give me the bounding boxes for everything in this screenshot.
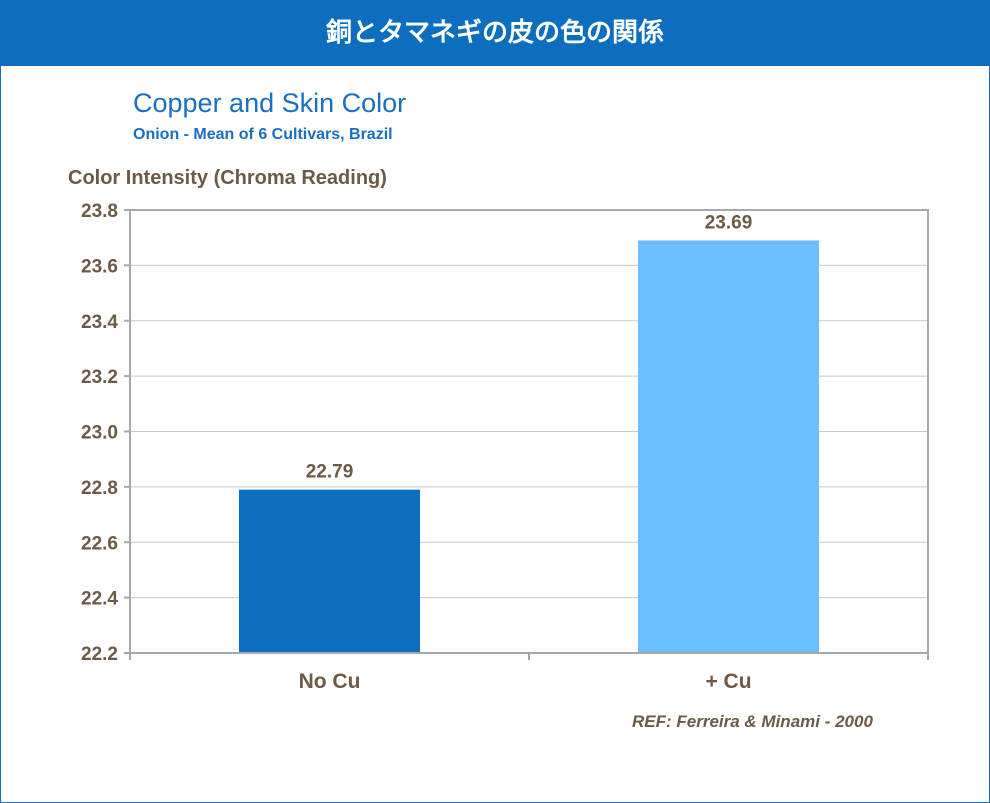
chart-subtitle: Onion - Mean of 6 Cultivars, Brazil bbox=[133, 126, 393, 143]
banner-title: 銅とタマネギの皮の色の関係 bbox=[0, 0, 990, 66]
chart-title: Copper and Skin Color bbox=[133, 88, 407, 118]
y-axis-label: Color Intensity (Chroma Reading) bbox=[68, 167, 387, 189]
bars bbox=[239, 240, 819, 654]
axes bbox=[124, 209, 929, 660]
y-tick-label: 23.2 bbox=[81, 367, 118, 388]
y-tick-label: 23.4 bbox=[81, 312, 118, 333]
y-tick-label: 22.4 bbox=[81, 589, 118, 610]
bar-1 bbox=[239, 489, 420, 653]
y-tick-label: 23.0 bbox=[81, 423, 118, 444]
bar-2 bbox=[638, 240, 819, 654]
bar-value-label: 22.79 bbox=[306, 462, 354, 483]
x-category-label: + Cu bbox=[705, 670, 751, 693]
y-tick-label: 23.8 bbox=[81, 201, 118, 222]
x-category-label: No Cu bbox=[299, 670, 361, 693]
bar-value-label: 23.69 bbox=[705, 212, 753, 233]
labels: 22.2 22.4 22.6 22.8 23.0 23.2 23.4 23.6 23.8 22.7… bbox=[81, 201, 752, 693]
y-tick-label: 22.6 bbox=[81, 533, 118, 554]
y-tick-label: 22.2 bbox=[81, 644, 118, 665]
reference-note: REF: Ferreira & Minami - 2000 bbox=[632, 712, 873, 731]
y-tick-label: 22.8 bbox=[81, 478, 118, 499]
y-tick-label: 23.6 bbox=[81, 256, 118, 277]
